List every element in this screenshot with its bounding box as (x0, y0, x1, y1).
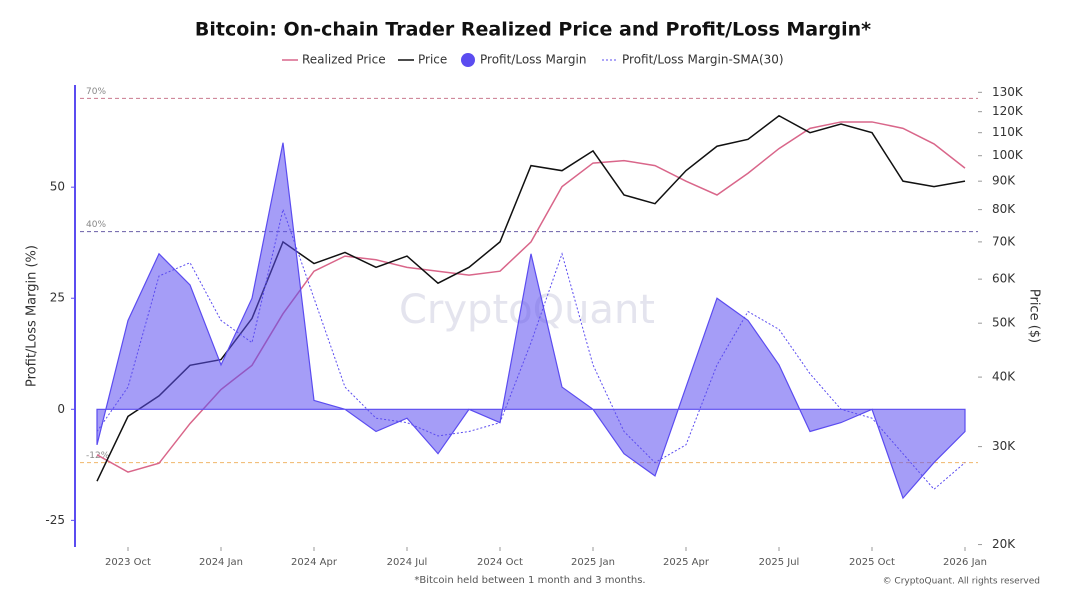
series-line (96, 207, 966, 490)
x-tick-label: 2024 Jul (387, 557, 428, 568)
x-tick-label: 2025 Jul (759, 557, 800, 568)
y2-tick-label: 80K (992, 202, 1016, 216)
x-tick-label: 2024 Oct (477, 557, 523, 568)
legend-label: Price (418, 53, 447, 67)
x-tick-label: 2024 Jan (199, 557, 243, 568)
y2-tick-label: 90K (992, 174, 1016, 188)
y2-tick-label: 30K (992, 439, 1016, 453)
y-tick-label: 25 (50, 291, 65, 305)
y2-tick-label: 120K (992, 104, 1024, 118)
reference-label: 70% (86, 87, 106, 97)
y2-tick-label: 100K (992, 148, 1024, 162)
chart-title: Bitcoin: On-chain Trader Realized Price … (195, 19, 871, 41)
x-tick-label: 2025 Jan (571, 557, 615, 568)
legend-label: Realized Price (302, 53, 386, 67)
y2-tick-label: 130K (992, 85, 1024, 99)
y-tick-label: -25 (45, 513, 65, 527)
x-tick-label: 2026 Jan (943, 557, 987, 568)
legend-swatch (461, 53, 475, 67)
x-tick-label: 2025 Apr (663, 557, 710, 568)
x-tick-label: 2024 Apr (291, 557, 338, 568)
y2-tick-label: 60K (992, 272, 1016, 286)
y-axis-label: Profit/Loss Margin (%) (25, 245, 40, 387)
y2-tick-label: 70K (992, 234, 1016, 248)
y2-tick-label: 20K (992, 537, 1016, 551)
y-tick-label: 0 (57, 402, 65, 416)
y2-tick-label: 110K (992, 125, 1024, 139)
y2-tick-label: 50K (992, 316, 1016, 330)
y2-tick-label: 40K (992, 370, 1016, 384)
legend-label: Profit/Loss Margin (480, 53, 586, 67)
footnote: *Bitcoin held between 1 month and 3 mont… (414, 575, 645, 586)
x-tick-label: 2023 Oct (105, 557, 151, 568)
copyright: © CryptoQuant. All rights reserved (883, 577, 1040, 587)
y2-axis-label: Price ($) (1027, 289, 1042, 343)
margin-area (96, 142, 966, 500)
legend-label: Profit/Loss Margin-SMA(30) (622, 53, 784, 67)
y-tick-label: 50 (50, 180, 65, 194)
reference-label: 40% (86, 220, 106, 230)
x-tick-label: 2025 Oct (849, 557, 895, 568)
